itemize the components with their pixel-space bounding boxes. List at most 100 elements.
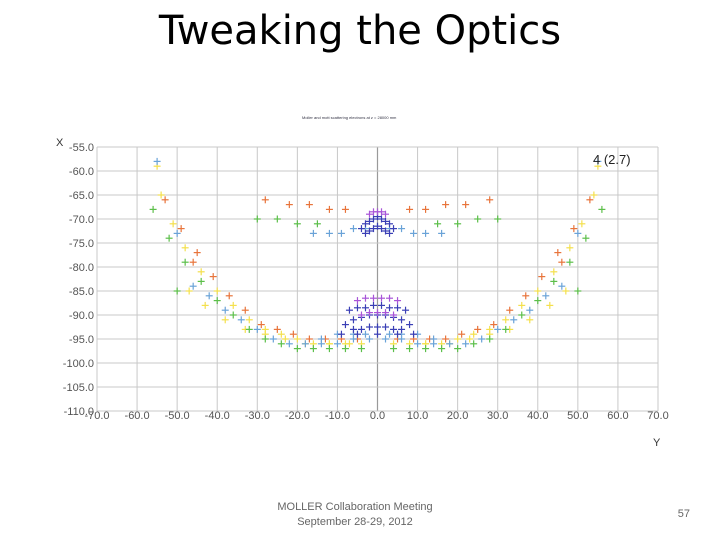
data-point: [550, 277, 558, 285]
data-point: [394, 297, 402, 305]
data-point: [378, 215, 386, 223]
data-point: [526, 316, 534, 324]
data-point: [369, 225, 377, 233]
data-point: [382, 210, 390, 218]
data-point: [229, 301, 237, 309]
data-point: [474, 325, 482, 333]
y-tick-label: -65.0: [69, 190, 94, 202]
y-tick-label: -80.0: [69, 262, 94, 274]
y-tick-label: -110.0: [64, 406, 94, 418]
data-point: [574, 287, 582, 295]
data-point: [386, 220, 394, 228]
data-point: [193, 249, 201, 257]
data-point: [550, 268, 558, 276]
data-point: [510, 316, 518, 324]
data-point: [438, 229, 446, 237]
data-point: [382, 335, 390, 343]
data-point: [173, 287, 181, 295]
data-point: [382, 227, 390, 235]
data-point: [534, 297, 542, 305]
data-point: [430, 335, 438, 343]
data-point: [365, 335, 373, 343]
data-point: [189, 258, 197, 266]
data-point: [237, 316, 245, 324]
slide-title: Tweaking the Optics: [158, 8, 562, 54]
data-point: [337, 330, 345, 338]
data-point: [454, 220, 462, 228]
x-tick-label: 30.0: [487, 410, 508, 422]
data-point: [177, 225, 185, 233]
data-point: [197, 277, 205, 285]
y-axis-label: X: [56, 137, 64, 149]
data-point: [189, 282, 197, 290]
data-point: [422, 345, 430, 353]
data-point: [494, 325, 502, 333]
data-point: [398, 316, 406, 324]
data-point: [422, 205, 430, 213]
x-tick-label: 50.0: [567, 410, 588, 422]
data-point: [578, 220, 586, 228]
y-tick-label: -105.0: [63, 382, 94, 394]
data-point: [229, 311, 237, 319]
x-tick-label: -50.0: [165, 410, 190, 422]
data-point: [209, 273, 217, 281]
data-point: [486, 335, 494, 343]
data-point: [201, 301, 209, 309]
data-point: [357, 325, 365, 333]
data-point: [221, 306, 229, 314]
y-tick-label: -100.0: [63, 358, 94, 370]
data-point: [365, 309, 373, 317]
data-point: [341, 205, 349, 213]
data-point: [301, 340, 309, 348]
data-point: [169, 220, 177, 228]
data-point: [285, 340, 293, 348]
y-tick-label: -55.0: [69, 142, 94, 154]
data-point: [462, 340, 470, 348]
data-point: [570, 225, 578, 233]
data-point: [181, 258, 189, 266]
data-point: [261, 335, 269, 343]
data-point: [438, 345, 446, 353]
y-tick-label: -75.0: [69, 238, 94, 250]
data-point: [378, 294, 386, 302]
data-point: [474, 215, 482, 223]
data-point: [422, 229, 430, 237]
data-point: [378, 301, 386, 309]
x-tick-label: -30.0: [245, 410, 270, 422]
data-point: [241, 306, 249, 314]
data-point: [349, 325, 357, 333]
data-point: [502, 316, 510, 324]
data-point: [386, 330, 394, 338]
data-point: [406, 205, 414, 213]
x-tick-label: 70.0: [647, 410, 668, 422]
data-point: [361, 229, 369, 237]
data-point: [285, 201, 293, 209]
data-point: [325, 229, 333, 237]
data-point: [277, 340, 285, 348]
data-point: [506, 306, 514, 314]
data-point: [253, 215, 261, 223]
data-point: [369, 301, 377, 309]
data-point: [257, 321, 265, 329]
data-point: [317, 335, 325, 343]
data-point: [253, 325, 261, 333]
data-point: [386, 229, 394, 237]
data-point: [365, 217, 373, 225]
footer-line-2: September 28-29, 2012: [297, 516, 413, 528]
data-point: [309, 229, 317, 237]
data-point: [277, 330, 285, 338]
data-point: [454, 335, 462, 343]
data-point: [341, 321, 349, 329]
data-point: [245, 325, 253, 333]
data-point: [357, 225, 365, 233]
data-point: [357, 311, 365, 319]
data-point: [293, 335, 301, 343]
data-point: [470, 330, 478, 338]
data-point: [305, 201, 313, 209]
data-point: [518, 301, 526, 309]
data-point: [293, 220, 301, 228]
data-point: [414, 340, 422, 348]
data-point: [205, 292, 213, 300]
x-tick-label: 0.0: [370, 410, 385, 422]
